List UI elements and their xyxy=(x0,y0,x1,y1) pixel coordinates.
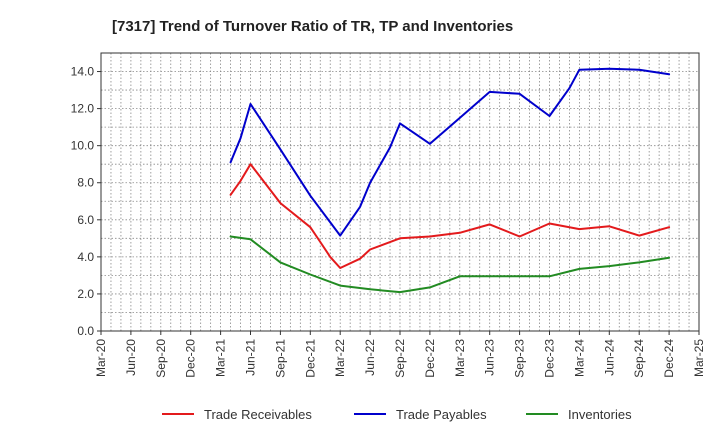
y-tick-label: 0.0 xyxy=(77,324,94,338)
x-tick-label: Sep-23 xyxy=(513,339,527,378)
y-tick-label: 12.0 xyxy=(71,102,95,116)
y-tick-label: 6.0 xyxy=(77,213,94,227)
x-tick-label: Mar-24 xyxy=(572,339,586,377)
y-tick-label: 4.0 xyxy=(77,250,94,264)
x-tick-label: Jun-24 xyxy=(602,339,616,376)
x-tick-label: Sep-20 xyxy=(154,339,168,378)
x-tick-label: Mar-21 xyxy=(214,339,228,377)
series-line-trade-payables xyxy=(229,67,671,237)
axes: 0.0 2.0 4.0 6.0 8.0 10.0 12.0 14.0 Mar-20 Jun-20 S… xyxy=(71,52,706,378)
y-tick-label: 10.0 xyxy=(71,139,95,153)
chart-title: [7317] Trend of Turnover Ratio of TR, TP… xyxy=(112,18,513,35)
x-tick-label: Sep-22 xyxy=(393,339,407,378)
x-tick-label: Sep-21 xyxy=(273,339,287,378)
x-tick-label: Dec-22 xyxy=(423,339,437,378)
x-tick-label: Mar-25 xyxy=(692,339,706,377)
legend-label: Trade Receivables xyxy=(204,407,312,422)
legend-label: Inventories xyxy=(568,407,632,422)
legend-label: Trade Payables xyxy=(396,407,487,422)
x-tick-label: Dec-20 xyxy=(184,339,198,378)
y-tick-label: 14.0 xyxy=(71,65,95,79)
series-line-trade-receivables xyxy=(229,163,671,269)
x-tick-label: Jun-23 xyxy=(483,339,497,376)
y-tick-label: 2.0 xyxy=(77,287,94,301)
plot-area xyxy=(101,53,699,331)
x-tick-label: Jun-21 xyxy=(244,339,258,376)
y-tick-label: 8.0 xyxy=(77,176,94,190)
x-tick-label: Dec-23 xyxy=(543,339,557,378)
x-tick-label: Dec-24 xyxy=(662,339,676,378)
x-tick-label: Jun-20 xyxy=(124,339,138,376)
series-lines xyxy=(229,67,671,294)
x-tick-label: Mar-23 xyxy=(453,339,467,377)
legend: Trade Receivables Trade Payables Inventori… xyxy=(162,407,632,422)
x-tick-label: Dec-21 xyxy=(303,339,317,378)
x-tick-label: Jun-22 xyxy=(363,339,377,376)
x-tick-label: Mar-22 xyxy=(333,339,347,377)
x-tick-label: Sep-24 xyxy=(632,339,646,378)
series-line-inventories xyxy=(229,235,671,294)
x-tick-label: Mar-20 xyxy=(94,339,108,377)
grid-lines xyxy=(101,53,699,331)
